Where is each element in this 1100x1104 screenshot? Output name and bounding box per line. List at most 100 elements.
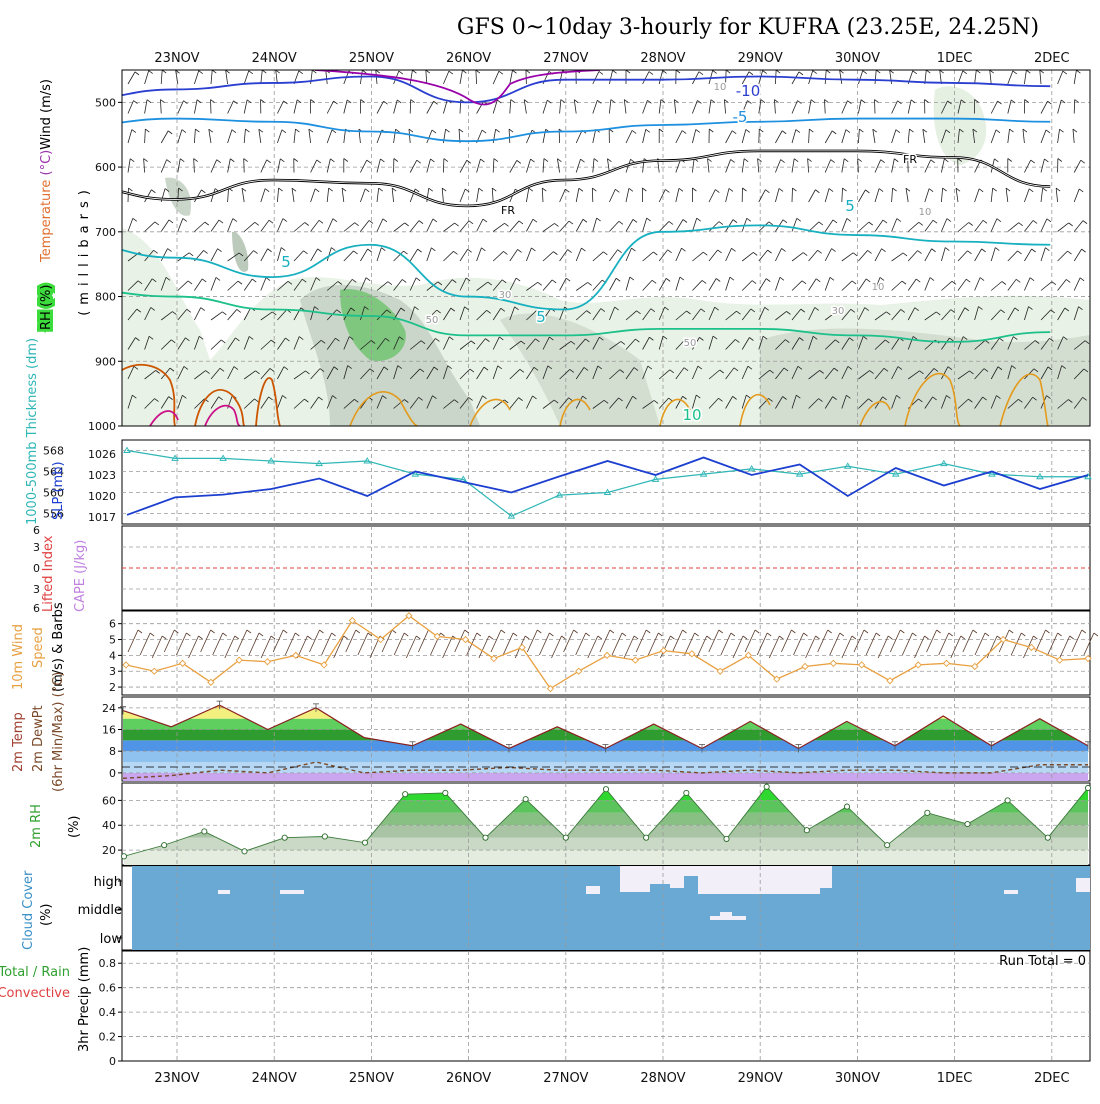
y-tick-label: 900 <box>95 355 116 368</box>
y-tick-label: 24 <box>102 702 116 715</box>
contour-label: 50 <box>684 338 697 349</box>
y-tick-label: 60 <box>102 794 116 807</box>
y-tick-label: 6 <box>109 618 116 631</box>
upper-air-ylabel: RH (%) Temperature (°C)Wind (m/s) (milli… <box>39 79 92 330</box>
date-label-top: 26NOV <box>446 51 491 66</box>
rh-marker <box>1045 835 1050 840</box>
contour-label: 5 <box>845 197 855 215</box>
contour-label: 5 <box>281 253 291 271</box>
rh-50-region-3 <box>760 328 1090 426</box>
contour-label: FR <box>501 204 515 217</box>
y-tick-label: 8 <box>109 745 116 758</box>
contour-label: -5 <box>733 108 748 126</box>
y-tick-label: 16 <box>102 724 116 737</box>
date-label-bottom: 30NOV <box>835 1071 880 1086</box>
y-tick-label: 0 <box>109 767 116 780</box>
date-label-bottom: 1DEC <box>937 1071 973 1086</box>
y-tick-label: 0.8 <box>99 957 117 970</box>
rh-band <box>124 850 1088 865</box>
temperature-band <box>123 762 1088 773</box>
rh-marker <box>965 821 970 826</box>
rh-marker <box>724 836 729 841</box>
cloud-level-label: low <box>100 932 123 947</box>
y-tick-label: 1000 <box>88 420 116 433</box>
cape-label: CAPE (J/kg) <box>73 540 88 612</box>
lifted-index-tick-label: 6 <box>33 524 40 537</box>
rh-marker <box>362 840 367 845</box>
rh-marker <box>403 792 408 797</box>
rh-marker <box>563 835 568 840</box>
temperature-band <box>123 773 1088 781</box>
temperature-band <box>123 751 1088 762</box>
slp-tick-label: 1023 <box>88 469 116 482</box>
wind10m-label-2: Speed <box>31 627 46 668</box>
contour-label: 10 <box>714 82 727 93</box>
lifted-index-label: Lifted Index <box>41 535 56 612</box>
rh-marker <box>202 829 207 834</box>
y-tick-label: 0.2 <box>99 1031 117 1044</box>
run-total-label: Run Total = 0 <box>999 954 1086 969</box>
cloud-panel: high middle low Cloud Cover (%) <box>21 866 1090 950</box>
cloud-level-label: high <box>94 875 122 890</box>
rh-marker <box>523 797 528 802</box>
contour-label: 30 <box>499 290 512 301</box>
rh-marker <box>443 790 448 795</box>
y-tick-label: 3 <box>109 665 116 678</box>
rh-marker <box>322 834 327 839</box>
date-label-top: 24NOV <box>252 51 297 66</box>
rh-marker <box>644 835 649 840</box>
rh-marker <box>764 784 769 789</box>
rh-marker <box>925 810 930 815</box>
y-tick-label: 700 <box>95 226 116 239</box>
y-tick-label: 0 <box>109 1055 116 1068</box>
date-label-bottom: 25NOV <box>349 1071 394 1086</box>
date-label-bottom: 28NOV <box>640 1071 685 1086</box>
cloud-level-label: middle <box>78 903 122 918</box>
y-tick-label: 40 <box>102 819 116 832</box>
cloud-label: Cloud Cover <box>21 870 36 950</box>
y-tick-label: 0.6 <box>99 982 117 995</box>
date-label-top: 28NOV <box>640 51 685 66</box>
precip-axis: 0.80.60.40.20 <box>99 957 123 1068</box>
cloud-unit-label: (%) <box>39 904 54 927</box>
precip-total-rain-label: Total / Rain <box>0 965 70 980</box>
rh-marker <box>121 854 126 859</box>
slp-tick-label: 1017 <box>88 511 116 524</box>
dewpt-label: 2m DewPt <box>31 705 46 772</box>
contour-label: -10 <box>736 82 761 100</box>
contour-label: 5 <box>536 308 546 326</box>
contour-label: 10 <box>682 406 701 424</box>
rh-marker <box>804 828 809 833</box>
date-label-bottom: 24NOV <box>252 1071 297 1086</box>
rh-marker <box>844 804 849 809</box>
rh-marker <box>1005 798 1010 803</box>
date-label-bottom: 29NOV <box>738 1071 783 1086</box>
chart-title: GFS 0~10day 3-hourly for KUFRA (23.25E, … <box>457 15 1039 40</box>
cloud-cover-fill <box>132 866 1090 950</box>
pressure-units-label: (millibars) <box>77 184 92 316</box>
y-tick-label: 5 <box>109 634 116 647</box>
rh-marker <box>242 849 247 854</box>
y-tick-label: 800 <box>95 291 116 304</box>
wind10m-label-1: 10m Wind <box>11 624 26 690</box>
lifted-index-tick-label: 3 <box>33 541 40 554</box>
lifted-index-tick-label: 0 <box>33 562 40 575</box>
date-label-top: 2DEC <box>1034 51 1070 66</box>
contour-label: 10 <box>872 282 885 293</box>
rh-label: RH (%) <box>39 285 54 330</box>
rh-marker <box>885 843 890 848</box>
lifted-index-tick-label: 3 <box>33 583 40 596</box>
rh-marker <box>684 790 689 795</box>
date-label-top: 25NOV <box>349 51 394 66</box>
temperature-label: Temperature <box>39 180 54 263</box>
slp-tick-label: 1026 <box>88 448 116 461</box>
rh-marker <box>162 843 167 848</box>
